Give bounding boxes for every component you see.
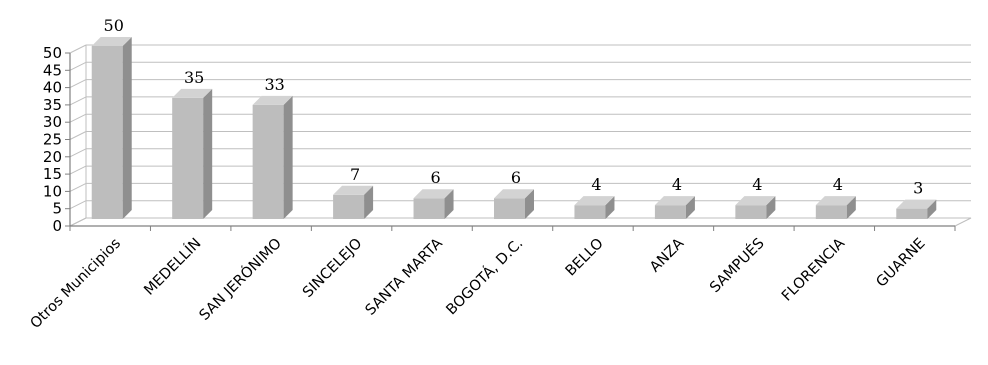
- bar-top: [494, 189, 534, 199]
- data-label: 3: [913, 179, 923, 198]
- bar-side: [364, 185, 374, 219]
- bar-front: [252, 104, 284, 219]
- gridlines: [69, 44, 972, 227]
- axes: [65, 52, 956, 231]
- data-label: 4: [672, 175, 682, 194]
- y-tick-label: 35: [43, 96, 62, 114]
- category-label: GUARNE: [874, 236, 929, 291]
- bar-front: [172, 97, 204, 219]
- bar: [413, 189, 454, 219]
- bar-side: [846, 196, 856, 219]
- bars: [91, 37, 937, 220]
- y-tick-label: 20: [43, 148, 62, 166]
- side-wall-line: [69, 44, 87, 54]
- y-tick-label: 25: [43, 131, 62, 149]
- bar-side: [122, 37, 132, 219]
- bar-top: [735, 196, 776, 206]
- bar: [574, 196, 615, 219]
- bar: [333, 185, 374, 219]
- bar-front: [654, 205, 686, 219]
- bar-front: [815, 205, 847, 219]
- bar-side: [685, 196, 695, 219]
- side-wall-line: [69, 165, 87, 175]
- bar-top: [91, 37, 132, 46]
- bar-top: [172, 88, 213, 98]
- bar-front: [91, 46, 123, 219]
- bar: [815, 196, 856, 219]
- data-label: 4: [833, 175, 843, 194]
- y-tick-label: 40: [43, 79, 62, 97]
- bar: [91, 37, 132, 219]
- bar-side: [605, 196, 615, 219]
- bar-front: [574, 205, 606, 219]
- category-label: FLORENCIA: [779, 235, 848, 304]
- y-tick-label: 15: [43, 165, 62, 183]
- bar-top: [896, 199, 937, 209]
- category-label: Otros Municipios: [28, 236, 124, 332]
- side-wall-line: [69, 148, 87, 158]
- bar-front: [333, 194, 365, 219]
- y-tick-label: 50: [43, 44, 62, 62]
- bar-side: [283, 95, 293, 219]
- bar-side: [444, 189, 454, 219]
- bar: [172, 88, 213, 220]
- y-tick-label: 30: [43, 113, 62, 131]
- category-label: BOGOTÁ, D.C.: [443, 235, 527, 319]
- bar: [654, 196, 695, 219]
- category-label: MEDELLÍN: [141, 235, 205, 299]
- floor-outline: [69, 217, 972, 227]
- bar-front: [896, 208, 928, 219]
- category-label: BELLO: [563, 236, 607, 280]
- bar-side: [203, 88, 213, 220]
- category-label: SAN JERÓNIMO: [195, 234, 285, 324]
- bar-front: [735, 205, 767, 219]
- y-tick-label: 5: [52, 200, 62, 218]
- bar: [252, 95, 293, 219]
- side-wall-line: [69, 96, 87, 106]
- category-label: SAMPUÉS: [706, 235, 767, 296]
- data-label: 35: [184, 68, 204, 87]
- bar-top: [252, 95, 293, 105]
- category-label: SANTA MARTA: [363, 235, 446, 318]
- side-wall-line: [69, 182, 87, 192]
- bar-top: [413, 189, 454, 199]
- side-wall-line: [69, 79, 87, 89]
- data-label: 33: [264, 75, 284, 94]
- bar-front: [413, 198, 445, 219]
- bar-top: [333, 185, 374, 195]
- bar-top: [654, 196, 695, 206]
- side-wall-line: [69, 200, 87, 210]
- y-tick-label: 0: [52, 217, 62, 235]
- bar: [896, 199, 937, 219]
- bar: [494, 189, 534, 219]
- bar-side: [766, 196, 776, 219]
- bar-front: [494, 198, 525, 219]
- side-wall-line: [69, 61, 87, 71]
- data-label: 50: [104, 16, 124, 35]
- bar-top: [815, 196, 856, 206]
- bar-top: [574, 196, 615, 206]
- data-label: 7: [350, 165, 360, 184]
- category-label: SINCELEJO: [300, 236, 365, 301]
- bar-side: [927, 199, 937, 219]
- y-tick-label: 10: [43, 182, 62, 200]
- category-label: ANZA: [647, 235, 687, 275]
- data-labels: 50 35 33 7 6 6 4 4 4 4 3: [104, 16, 924, 198]
- data-label: 6: [511, 168, 521, 187]
- data-label: 4: [752, 175, 762, 194]
- data-label: 6: [430, 168, 440, 187]
- side-wall-line: [69, 113, 87, 123]
- bar: [735, 196, 776, 219]
- y-tick-label: 45: [43, 61, 62, 79]
- side-wall-line: [69, 131, 87, 140]
- data-label: 4: [591, 175, 601, 194]
- bar-side: [525, 189, 534, 219]
